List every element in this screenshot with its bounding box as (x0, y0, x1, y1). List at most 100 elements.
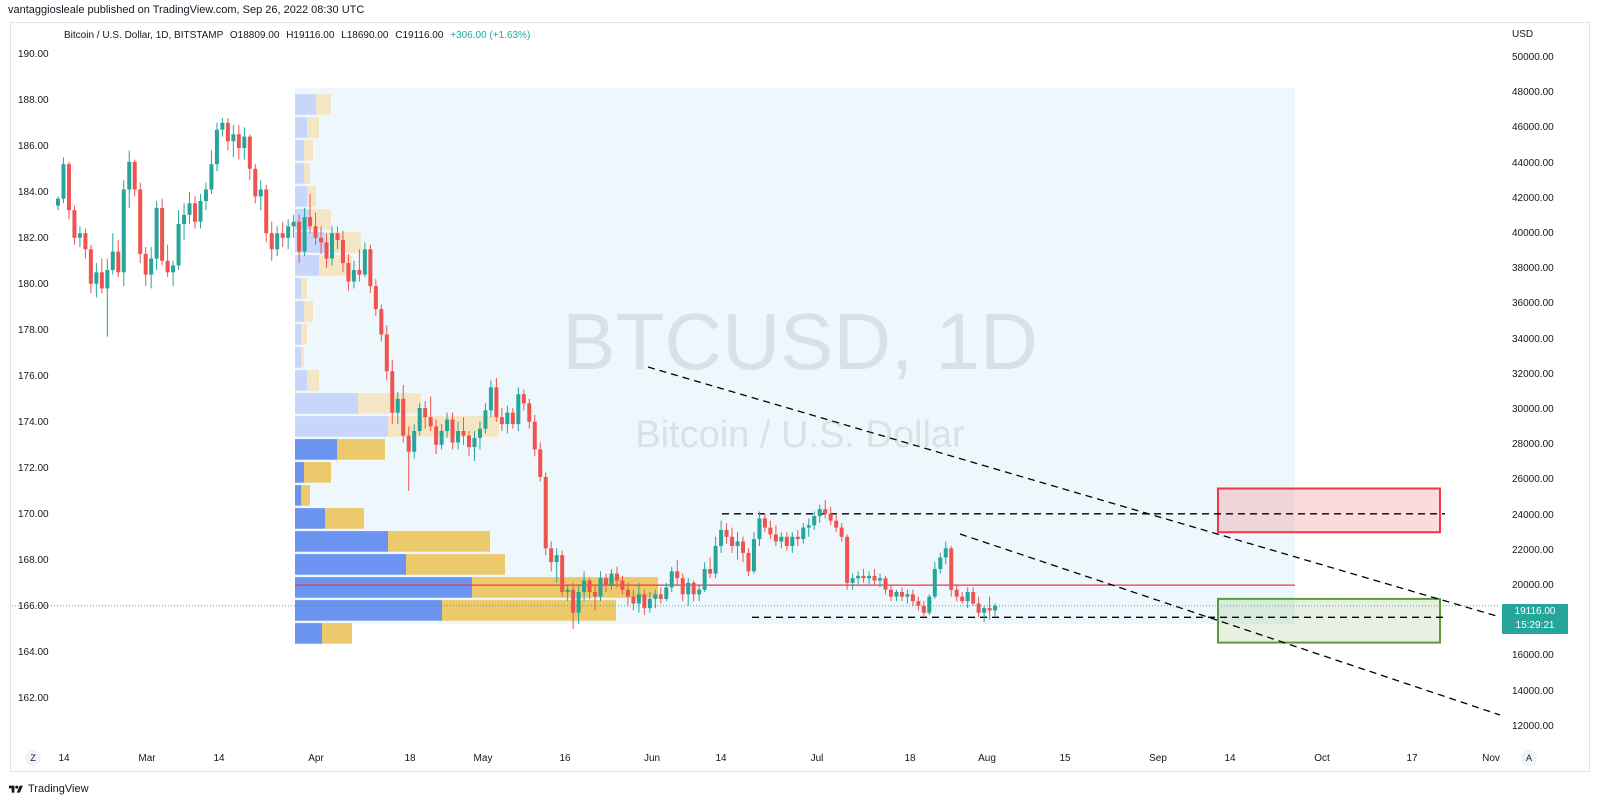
candle-body (505, 412, 510, 425)
volume-profile-up-bar (295, 508, 325, 529)
volume-profile-up-bar (295, 531, 388, 552)
candle-body (461, 431, 466, 436)
left-axis-tick-label: 166.00 (18, 601, 49, 612)
support-zone-box (1217, 597, 1441, 644)
candle-body (943, 548, 948, 558)
last-price-value: 19116.00 (1514, 606, 1556, 617)
candle-body (77, 233, 82, 238)
candle-body (253, 168, 258, 197)
candle-body (708, 569, 713, 574)
volume-profile-down-bar (358, 393, 421, 414)
candle-body (576, 592, 581, 613)
candle-body (521, 394, 526, 404)
candle-body (571, 589, 576, 613)
candle-body (784, 536, 789, 546)
candle-body (335, 233, 340, 241)
volume-profile-up-bar (295, 600, 442, 621)
candle-body (280, 233, 285, 238)
volume-profile-down-bar (316, 94, 331, 115)
candle-body (291, 221, 296, 227)
candle-body (647, 598, 652, 609)
candle-body (899, 592, 904, 597)
left-axis-tick-label: 186.00 (18, 141, 49, 152)
right-axis-tick-label: 30000.00 (1512, 404, 1554, 415)
left-axis-tick-label: 162.00 (18, 693, 49, 704)
candle-body (99, 272, 104, 289)
brand-name: TradingView (28, 783, 89, 795)
candle-body (949, 548, 954, 590)
candle-body (143, 253, 148, 275)
right-axis-tick-label: 42000.00 (1512, 192, 1554, 204)
x-axis-tick-label: Mar (138, 753, 156, 764)
candle-body (806, 525, 811, 528)
x-axis-tick-label: Apr (308, 753, 324, 764)
left-axis-tick-label: 176.00 (18, 371, 49, 382)
candle-body (258, 189, 263, 197)
change-value: +306.00 (+1.63%) (450, 30, 531, 41)
candle-body (691, 582, 696, 595)
candle-body (741, 541, 745, 553)
x-axis-tick-label: Jun (643, 753, 661, 764)
candle-body (395, 398, 400, 413)
left-axis-tick-label: 168.00 (18, 555, 49, 566)
candle-body (83, 233, 88, 250)
left-axis-tick-label: 182.00 (18, 233, 49, 244)
volume-profile-up-bar (295, 485, 301, 506)
volume-profile-up-bar (295, 393, 358, 414)
candle-body (582, 580, 587, 592)
candle-body (72, 210, 77, 238)
candle-body (220, 122, 225, 130)
candle-body (905, 594, 910, 597)
candle-body (401, 398, 406, 436)
volume-profile-up-bar (295, 301, 304, 322)
x-axis-tick-label: May (473, 753, 493, 764)
candle-body (795, 536, 800, 540)
candle-body (340, 240, 345, 264)
resistance-zone-box (1217, 487, 1441, 534)
candle-body (768, 527, 773, 535)
candle-body (620, 580, 625, 590)
open-value: O18809.00 (229, 30, 280, 41)
candle-body (236, 134, 241, 149)
candle-body (467, 435, 471, 448)
candle-body (812, 516, 817, 526)
candle-body (790, 536, 795, 546)
candle-body (850, 578, 855, 583)
candle-body (384, 334, 389, 372)
candle-body (149, 258, 154, 275)
candle-body (390, 371, 395, 413)
volume-profile-down-bar (307, 370, 319, 391)
description-watermark: Bitcoin / U.S. Dollar (635, 414, 965, 456)
candle-body (66, 164, 71, 211)
auto-scale-button[interactable]: A (1521, 750, 1537, 766)
volume-profile-down-bar (442, 600, 616, 621)
candle-body (845, 536, 850, 583)
candle-body (428, 417, 433, 427)
zoom-button[interactable]: Z (25, 750, 41, 766)
candle-body (878, 578, 882, 581)
candle-body (94, 272, 99, 284)
volume-profile-up-bar (295, 94, 316, 115)
candle-body (209, 164, 214, 190)
x-axis-tick-label: 18 (904, 753, 916, 764)
last-price-tag: 19116.00 15:29:21 (1502, 604, 1568, 634)
high-value: H19116.00 (286, 30, 335, 41)
left-axis-tick-label: 188.00 (18, 95, 49, 106)
right-axis-tick-label: 32000.00 (1512, 368, 1554, 380)
tradingview-brand[interactable]: TradingView (8, 783, 89, 795)
volume-profile-up-bar (295, 140, 304, 161)
candle-body (269, 233, 274, 250)
candle-body (971, 592, 976, 604)
candle-body (302, 217, 307, 252)
candle-body (658, 594, 663, 599)
candle-body (313, 226, 318, 238)
candle-body (839, 527, 844, 537)
candle-body (154, 207, 159, 259)
candle-body (719, 529, 724, 546)
candle-body (242, 136, 247, 149)
publisher-header: vantaggiosleale published on TradingView… (8, 4, 365, 16)
candle-body (549, 548, 554, 563)
candle-body (116, 251, 121, 273)
right-axis-tick-label: 36000.00 (1512, 298, 1554, 310)
